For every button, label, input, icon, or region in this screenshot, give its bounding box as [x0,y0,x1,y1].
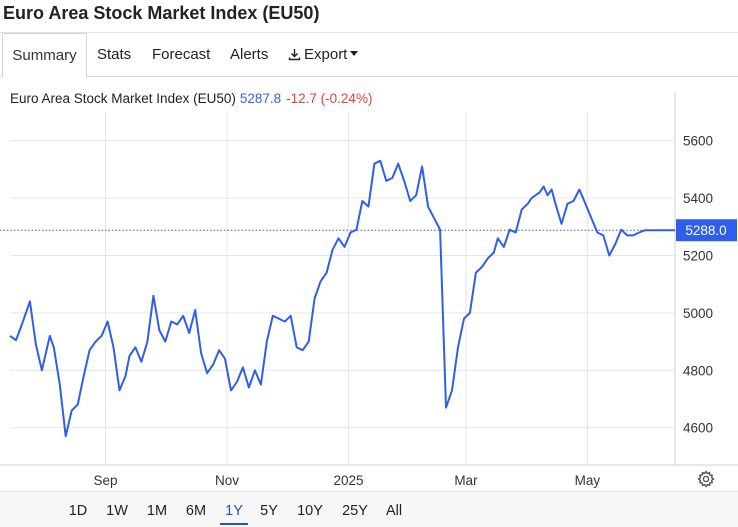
range-1w[interactable]: 1W [106,503,128,519]
y-tick-label: 5600 [683,134,713,149]
download-icon [288,48,301,60]
x-tick-label: Mar [454,473,478,488]
gear-icon[interactable] [697,470,715,488]
line-chart[interactable]: 4600 4800 5000 5200 5400 5600 Sep Nov 2025 Mar May… [0,0,738,491]
range-25y[interactable]: 25Y [342,503,368,519]
export-label: Export [304,46,348,63]
y-tick-label: 4800 [683,363,713,378]
y-tick-label: 5000 [683,306,713,321]
price-change: -12.7 (-0.24%) [286,91,373,106]
tab-forecast[interactable]: Forecast [152,46,211,63]
chevron-down-icon [350,50,359,56]
range-10y[interactable]: 10Y [297,503,323,519]
price-series-line [9,159,675,438]
y-tick-label: 5400 [683,191,713,206]
tab-bar: Summary Stats Forecast Alerts Export [0,32,738,78]
last-price-label: 5288.0 [685,223,726,238]
x-tick-label: May [575,473,601,488]
x-tick-label: 2025 [333,473,363,488]
range-selector: 1D 1W 1M 6M 1Y 5Y 10Y 25Y All [0,491,738,527]
tab-summary[interactable]: Summary [2,33,87,78]
y-tick-label: 4600 [683,421,713,436]
range-1d[interactable]: 1D [68,503,88,519]
range-all[interactable]: All [385,503,403,519]
range-5y[interactable]: 5Y [260,503,278,519]
x-tick-label: Sep [94,473,118,488]
index-name: Euro Area Stock Market Index (EU50) [10,91,236,106]
range-6m[interactable]: 6M [185,503,207,519]
range-1m[interactable]: 1M [146,503,168,519]
export-dropdown[interactable]: Export [288,33,359,77]
y-tick-label: 5200 [683,248,713,263]
tab-alerts[interactable]: Alerts [230,46,269,63]
current-price: 5287.8 [239,91,282,106]
page-title: Euro Area Stock Market Index (EU50) [3,3,320,23]
last-price-label-box [676,219,737,242]
tab-stats[interactable]: Stats [97,46,132,63]
x-tick-label: Nov [215,473,239,488]
price-header: Euro Area Stock Market Index (EU50) 5287.… [10,91,372,106]
range-1y[interactable]: 1Y [220,492,248,527]
